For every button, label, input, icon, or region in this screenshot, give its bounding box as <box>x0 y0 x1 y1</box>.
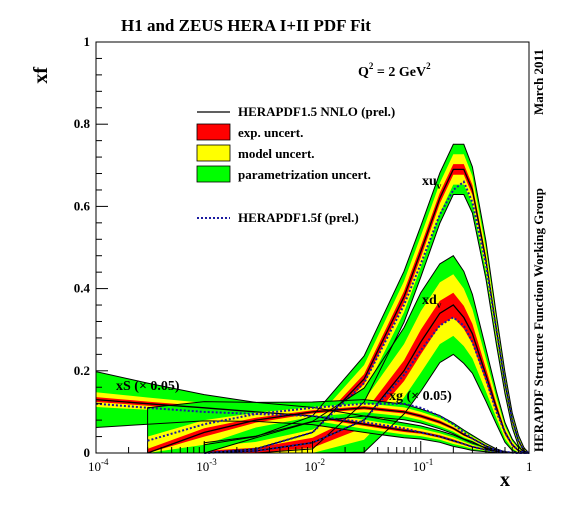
y-tick-label: 0.4 <box>74 281 91 296</box>
curve-label-xdv-base: xd <box>422 293 437 308</box>
legend-label: HERAPDF1.5 NNLO (prel.) <box>238 104 395 119</box>
x-tick-label: 10-1 <box>413 457 434 474</box>
scale-label-q: Q <box>358 65 369 80</box>
legend-label: HERAPDF1.5f (prel.) <box>238 210 359 225</box>
curve-central-xdv <box>204 304 530 454</box>
band-model-xg <box>147 403 529 453</box>
y-tick-label: 0.8 <box>74 116 91 131</box>
legend-label: model uncert. <box>238 146 315 161</box>
x-tick-label: 10-2 <box>305 457 326 474</box>
curve-label-xdv-sub: v <box>437 300 442 310</box>
curve-label-xs: xS (× 0.05) <box>116 379 180 394</box>
y-axis-label: xf <box>30 67 52 84</box>
y-tick-label: 0.6 <box>74 198 91 213</box>
scale-label-eq: = 2 GeV <box>373 65 426 80</box>
chart-title: H1 and ZEUS HERA I+II PDF Fit <box>121 16 371 35</box>
scale-label-q-sup: 2 <box>369 61 374 71</box>
band-param-xg <box>147 399 529 453</box>
curve-label-xg: xg (× 0.05) <box>389 389 452 404</box>
curve-central-xuv <box>204 168 530 454</box>
side-text-date: March 2011 <box>531 49 546 115</box>
legend-label: parametrization uncert. <box>238 167 371 182</box>
x-tick-label: 1 <box>526 459 533 474</box>
legend-label: exp. uncert. <box>238 125 303 140</box>
curve-dotted-xuv <box>204 180 530 454</box>
scale-label-unit-sup: 2 <box>426 61 431 71</box>
curve-label-xuv-sub: v <box>437 181 442 191</box>
curve-label-xdv: xdv <box>422 293 442 310</box>
x-axis-ticks: 10-4 10-3 10-2 10-1 1 <box>88 441 533 474</box>
legend-swatch-box <box>196 144 231 162</box>
y-axis-ticks: 0 0.2 0.4 0.6 0.8 1 <box>74 34 108 460</box>
legend-swatch-box <box>196 123 231 141</box>
y-tick-label: 0 <box>84 445 91 460</box>
x-tick-label: 10-3 <box>196 457 217 474</box>
legend: HERAPDF1.5 NNLO (prel.) exp. uncert. model… <box>196 104 395 225</box>
x-axis-label: x <box>500 469 510 491</box>
x-tick-label: 10-4 <box>88 457 109 474</box>
curve-label-xuv-base: xu <box>422 174 437 189</box>
scale-label: Q2 = 2 GeV2 <box>358 61 431 80</box>
legend-swatch-box <box>196 165 231 183</box>
y-tick-label: 1 <box>84 34 91 49</box>
y-tick-label: 0.2 <box>74 363 90 378</box>
curve-label-xuv: xuv <box>422 174 442 191</box>
side-text-group: HERAPDF Structure Function Working Group <box>531 188 546 452</box>
